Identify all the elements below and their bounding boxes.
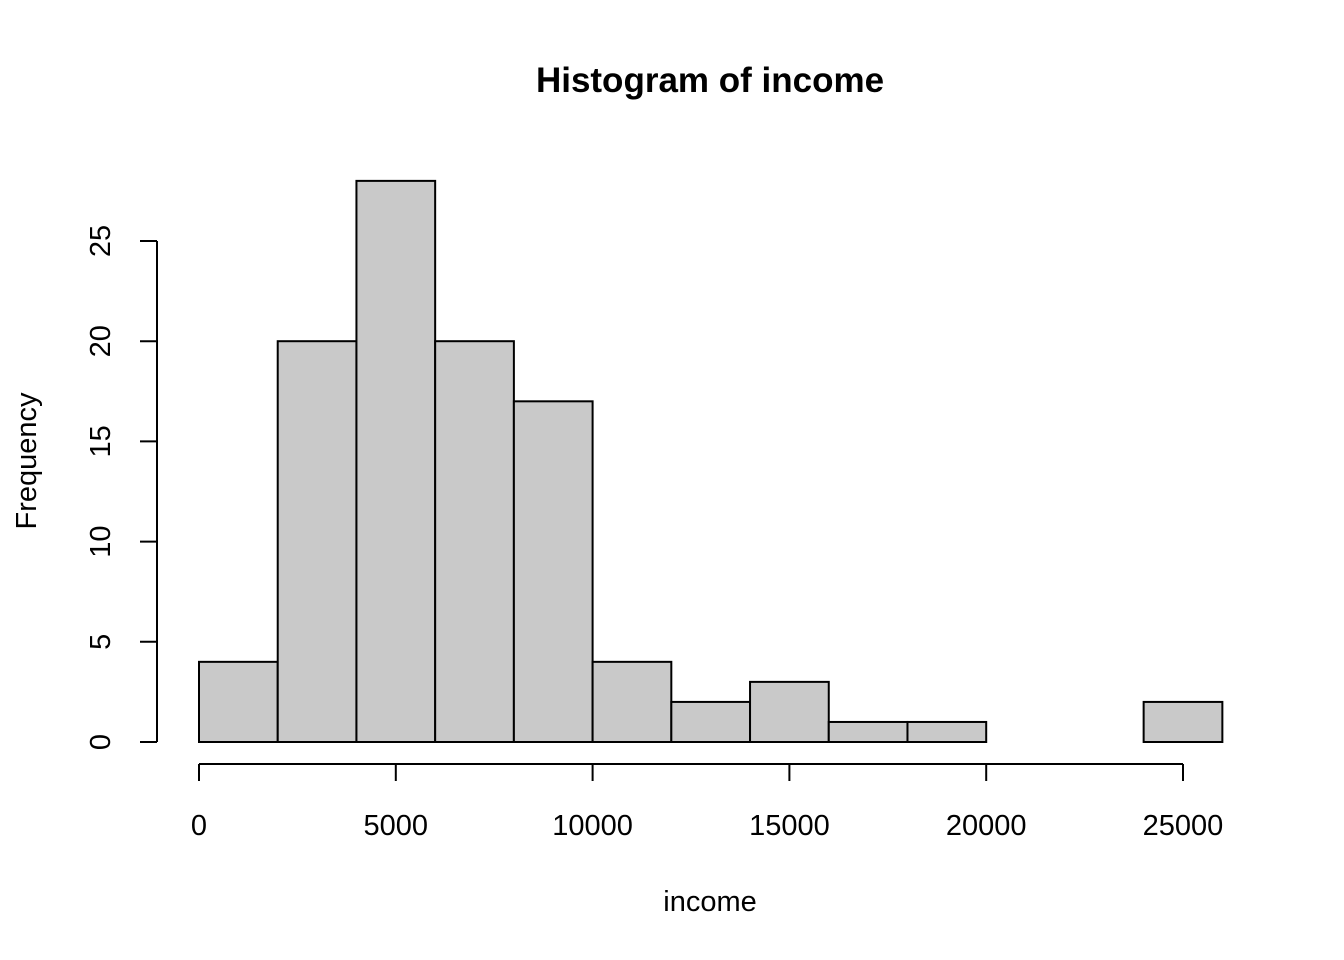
- histogram-bar-7: [749, 680, 830, 744]
- x-axis-title: income: [663, 886, 757, 918]
- x-tick-label: 5000: [364, 810, 429, 842]
- x-tick-label: 15000: [749, 810, 830, 842]
- histogram-bar-4: [512, 400, 594, 743]
- histogram-bar-5: [591, 660, 673, 744]
- histogram-bar-9: [906, 720, 988, 744]
- y-tick-label: 10: [85, 525, 117, 557]
- histogram-bar-1: [276, 340, 358, 743]
- y-tick-label: 5: [85, 634, 117, 650]
- histogram-bar-12: [1142, 700, 1224, 743]
- y-tick-label: 20: [85, 325, 117, 357]
- chart-title: Histogram of income: [536, 61, 884, 100]
- histogram-bar-8: [827, 720, 909, 744]
- x-tick-label: 25000: [1143, 810, 1224, 842]
- y-tick-label: 25: [85, 225, 117, 257]
- histogram-bar-0: [198, 660, 279, 744]
- y-axis: 0 5 10 15 20 25: [85, 225, 158, 750]
- bars-group: [198, 179, 1224, 744]
- histogram-bar-2: [355, 179, 437, 743]
- x-tick-label: 10000: [552, 810, 633, 842]
- y-tick-label: 0: [85, 734, 117, 750]
- histogram-bar-3: [434, 340, 515, 743]
- y-axis-title: Frequency: [11, 392, 43, 530]
- x-tick-label: 0: [191, 810, 207, 842]
- histogram-bar-6: [670, 700, 752, 743]
- x-axis: 0 5000 10000 15000 20000 25000: [191, 763, 1224, 842]
- x-tick-label: 20000: [946, 810, 1027, 842]
- y-tick-label: 15: [85, 425, 117, 457]
